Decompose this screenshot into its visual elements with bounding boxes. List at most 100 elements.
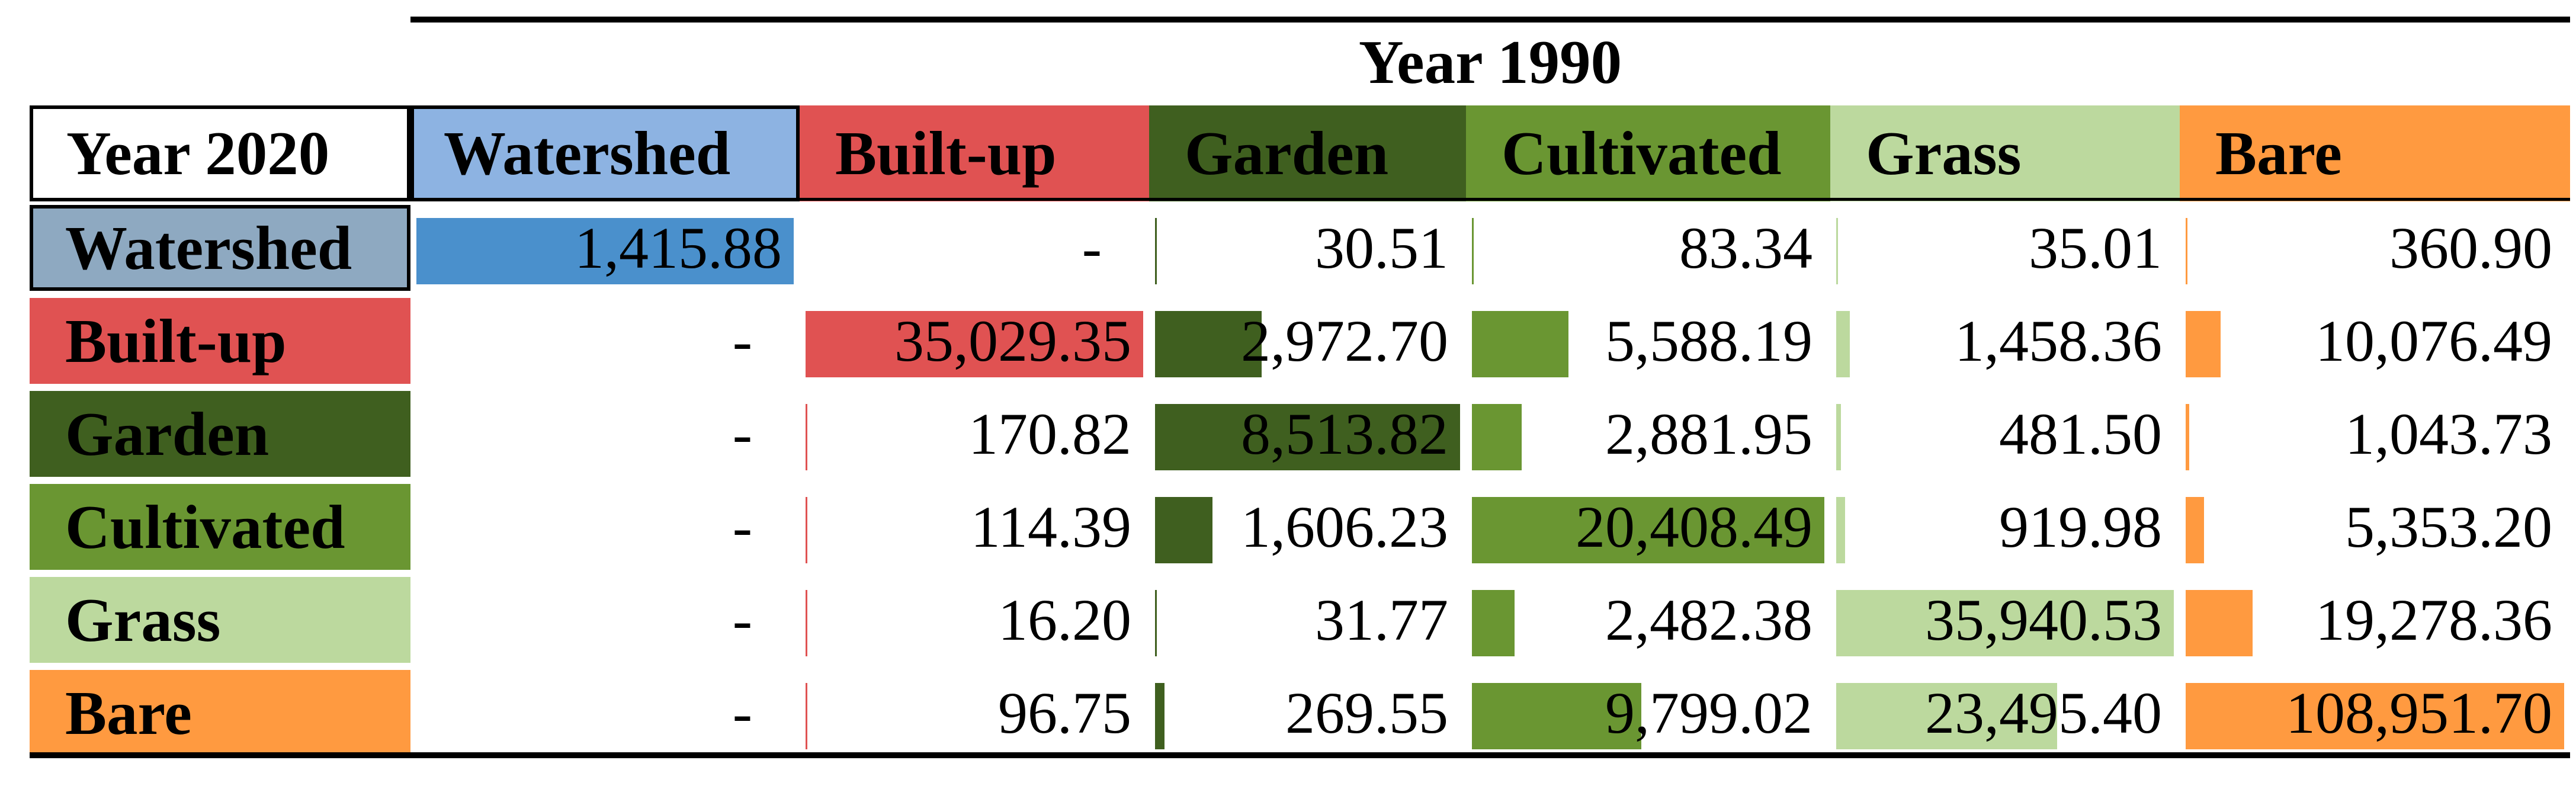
data-bar <box>806 683 807 749</box>
table-cell: 8,513.82 <box>1149 387 1466 480</box>
cell-value: 1,043.73 <box>2345 401 2552 467</box>
row-header-watershed: Watershed <box>30 205 410 291</box>
data-bar <box>2186 311 2221 377</box>
data-bar <box>1155 404 1460 470</box>
table-cell: 360.90 <box>2180 201 2570 294</box>
table-cell: - <box>800 201 1149 294</box>
table-cell: 2,972.70 <box>1149 294 1466 387</box>
cell-value: 269.55 <box>1285 680 1448 746</box>
cell-value: 31.77 <box>1315 587 1448 653</box>
data-bar <box>416 218 794 284</box>
data-bar <box>1472 311 1568 377</box>
table-cell: 30.51 <box>1149 201 1466 294</box>
data-bar <box>2186 683 2564 749</box>
cell-value: 1,415.88 <box>575 215 782 281</box>
data-bar <box>1155 683 1165 749</box>
row-header-garden: Garden <box>30 391 410 477</box>
column-header-watershed: Watershed <box>410 105 800 201</box>
data-bar <box>2186 404 2190 470</box>
cell-value: 919.98 <box>1999 494 2162 560</box>
table-cell: - <box>410 480 800 573</box>
data-bar <box>1836 404 1841 470</box>
data-bar <box>1155 590 1157 656</box>
cell-value: - <box>732 680 752 746</box>
cell-value: - <box>732 494 752 560</box>
header-rule <box>30 198 2570 201</box>
data-bar <box>2186 218 2187 284</box>
cell-value: 19,278.36 <box>2315 587 2552 653</box>
data-bar <box>1155 311 1262 377</box>
cell-value: 35.01 <box>2029 215 2162 281</box>
cell-value: 2,972.70 <box>1241 308 1448 374</box>
table-cell: 23,495.40 <box>1830 666 2180 759</box>
cell-value: 2,881.95 <box>1605 401 1812 467</box>
data-bar <box>1155 497 1213 563</box>
table-cell: 96.75 <box>800 666 1149 759</box>
data-bar <box>1472 218 1474 284</box>
table-cell: 114.39 <box>800 480 1149 573</box>
table-cell: 31.77 <box>1149 573 1466 666</box>
cell-value: 114.39 <box>970 494 1131 560</box>
data-bar <box>2186 590 2253 656</box>
cell-value: 10,076.49 <box>2315 308 2552 374</box>
table-cell: 35,029.35 <box>800 294 1149 387</box>
cell-value: 1,606.23 <box>1241 494 1448 560</box>
cell-value: 8,513.82 <box>1241 401 1448 467</box>
data-bar <box>2186 497 2205 563</box>
cell-value: 35,940.53 <box>1925 587 2162 653</box>
data-bar <box>1836 590 2174 656</box>
cell-value: 5,353.20 <box>2345 494 2552 560</box>
table-bottom-rule <box>30 752 2570 758</box>
table-cell: - <box>410 387 800 480</box>
table-cell: 1,415.88 <box>410 201 800 294</box>
table-cell: 16.20 <box>800 573 1149 666</box>
table-cell: 19,278.36 <box>2180 573 2570 666</box>
cell-value: - <box>1082 215 1102 281</box>
table-cell: - <box>410 573 800 666</box>
data-bar <box>1472 404 1522 470</box>
data-bar <box>806 590 807 656</box>
data-bar <box>1836 218 1838 284</box>
table-cell: 9,799.02 <box>1466 666 1830 759</box>
table-cell: 1,043.73 <box>2180 387 2570 480</box>
data-bar <box>1836 497 1845 563</box>
column-header-garden: Garden <box>1149 105 1466 201</box>
row-group-title: Year 2020 <box>30 105 410 201</box>
cell-value: - <box>732 308 752 374</box>
cell-value: - <box>732 587 752 653</box>
table-cell: 83.34 <box>1466 201 1830 294</box>
table-cell: 1,606.23 <box>1149 480 1466 573</box>
data-bar <box>1472 497 1824 563</box>
data-bar <box>1836 311 1850 377</box>
row-header-built-up: Built-up <box>30 298 410 384</box>
cell-value: - <box>732 401 752 467</box>
table-cell: 5,353.20 <box>2180 480 2570 573</box>
table-cell: 5,588.19 <box>1466 294 1830 387</box>
cell-value: 360.90 <box>2389 215 2552 281</box>
column-header-cultivated: Cultivated <box>1466 105 1830 201</box>
table-cell: 108,951.70 <box>2180 666 2570 759</box>
row-header-grass: Grass <box>30 577 410 663</box>
column-header-grass: Grass <box>1830 105 2180 201</box>
cell-value: 5,588.19 <box>1605 308 1812 374</box>
column-header-built-up: Built-up <box>800 105 1149 201</box>
data-bar <box>1472 590 1515 656</box>
cell-value: 30.51 <box>1315 215 1448 281</box>
table-cell: 10,076.49 <box>2180 294 2570 387</box>
table-cell: 170.82 <box>800 387 1149 480</box>
cell-value: 9,799.02 <box>1605 680 1812 746</box>
cell-value: 83.34 <box>1679 215 1812 281</box>
cell-value: 481.50 <box>1999 401 2162 467</box>
cell-value: 170.82 <box>968 401 1131 467</box>
row-header-cultivated: Cultivated <box>30 484 410 570</box>
cell-value: 23,495.40 <box>1925 680 2162 746</box>
table-top-rule <box>410 17 2570 23</box>
cell-value: 96.75 <box>998 680 1131 746</box>
cell-value: 108,951.70 <box>2286 680 2552 746</box>
cell-value: 1,458.36 <box>1955 308 2162 374</box>
row-header-bare: Bare <box>30 670 410 756</box>
column-header-bare: Bare <box>2180 105 2570 201</box>
column-group-title: Year 1990 <box>1358 27 1622 97</box>
data-bar <box>1836 683 2057 749</box>
table-cell: 1,458.36 <box>1830 294 2180 387</box>
